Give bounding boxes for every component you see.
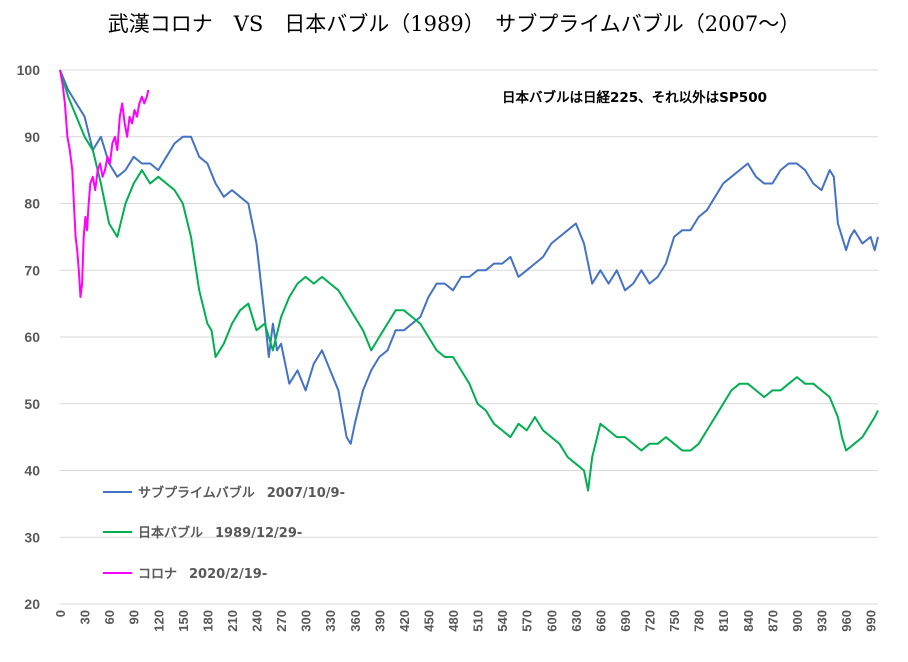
x-tick-label: 810 xyxy=(716,610,731,632)
legend-start-date: 2020/2/19- xyxy=(189,567,267,582)
x-tick-label: 120 xyxy=(151,610,166,632)
legend-entry-3: コロナ 2020/2/19- xyxy=(138,567,267,582)
x-tick: 840 xyxy=(741,610,756,632)
x-tick: 780 xyxy=(692,610,707,632)
x-tick: 120 xyxy=(151,610,166,632)
x-tick: 690 xyxy=(618,610,633,632)
x-tick-label: 300 xyxy=(299,610,314,632)
legend-series-name: サブプライムバブル xyxy=(138,485,255,501)
y-tick-label: 70 xyxy=(24,262,40,278)
x-tick-label: 540 xyxy=(495,610,510,632)
x-tick: 630 xyxy=(569,610,584,632)
x-tick: 480 xyxy=(446,610,461,632)
x-tick-label: 870 xyxy=(765,610,780,632)
x-tick: 30 xyxy=(78,610,93,624)
x-tick-label: 750 xyxy=(667,610,682,632)
x-tick: 540 xyxy=(495,610,510,632)
x-tick: 360 xyxy=(348,610,363,632)
x-tick: 600 xyxy=(544,610,559,632)
x-tick: 420 xyxy=(397,610,412,632)
x-tick: 300 xyxy=(299,610,314,632)
x-tick-label: 570 xyxy=(520,610,535,632)
y-tick-label: 20 xyxy=(24,596,40,612)
x-tick-label: 930 xyxy=(815,610,830,632)
x-tick: 930 xyxy=(815,610,830,632)
x-tick: 990 xyxy=(864,610,879,632)
x-tick-label: 90 xyxy=(127,610,142,624)
legend-start-date: 1989/12/29- xyxy=(215,526,302,541)
legend-start-date: 2007/10/9- xyxy=(267,486,345,501)
y-tick-label: 30 xyxy=(24,529,40,545)
x-tick: 210 xyxy=(225,610,240,632)
x-tick-label: 0 xyxy=(53,610,68,617)
x-tick-label: 630 xyxy=(569,610,584,632)
x-tick: 240 xyxy=(250,610,265,632)
x-tick: 510 xyxy=(471,610,486,632)
x-tick-label: 960 xyxy=(839,610,854,632)
chart-title: 武漢コロナ VS 日本バブル（1989） サブプライムバブル（2007～） xyxy=(108,12,801,36)
x-tick-label: 360 xyxy=(348,610,363,632)
x-tick-label: 480 xyxy=(446,610,461,632)
y-tick-label: 80 xyxy=(24,196,40,212)
x-tick-label: 450 xyxy=(421,610,436,632)
legend-entry-1: サブプライムバブル 2007/10/9- xyxy=(138,485,345,501)
plot-area xyxy=(59,69,879,492)
y-tick-label: 90 xyxy=(24,129,40,145)
x-tick-label: 180 xyxy=(200,610,215,632)
x-tick-label: 60 xyxy=(102,610,117,624)
x-tick-label: 720 xyxy=(643,610,658,632)
x-tick: 150 xyxy=(176,610,191,632)
x-tick-label: 690 xyxy=(618,610,633,632)
x-tick: 720 xyxy=(643,610,658,632)
x-tick-label: 510 xyxy=(471,610,486,632)
x-tick-label: 150 xyxy=(176,610,191,632)
x-tick: 60 xyxy=(102,610,117,624)
x-tick: 960 xyxy=(839,610,854,632)
y-axis: 20 30 40 50 60 70 80 90 100 xyxy=(17,62,41,612)
x-tick-label: 420 xyxy=(397,610,412,632)
legend-entry-2: 日本バブル 1989/12/29- xyxy=(138,525,302,541)
legend-series-name: 日本バブル xyxy=(138,525,203,541)
x-tick-label: 240 xyxy=(250,610,265,632)
x-tick: 450 xyxy=(421,610,436,632)
x-tick-label: 900 xyxy=(790,610,805,632)
x-tick: 390 xyxy=(372,610,387,632)
x-tick-label: 30 xyxy=(78,610,93,624)
grid-lines xyxy=(60,69,878,605)
x-tick-label: 330 xyxy=(323,610,338,632)
x-tick-label: 780 xyxy=(692,610,707,632)
x-tick: 330 xyxy=(323,610,338,632)
y-tick-label: 50 xyxy=(24,396,40,412)
x-tick: 0 xyxy=(53,610,68,617)
x-tick-label: 600 xyxy=(544,610,559,632)
legend-series-name: コロナ xyxy=(138,567,177,582)
x-tick: 180 xyxy=(200,610,215,632)
series-line-3 xyxy=(59,69,150,298)
series-line-2 xyxy=(59,69,879,492)
series-line-1 xyxy=(59,69,879,445)
x-tick: 270 xyxy=(274,610,289,632)
x-tick: 90 xyxy=(127,610,142,624)
index-note: 日本バブルは日経225、それ以外はSP500 xyxy=(502,89,767,106)
x-tick: 660 xyxy=(593,610,608,632)
x-axis: 0 30 60 90 120 150 180 210 240 270 300 330 360 390 420… xyxy=(53,610,879,632)
x-tick-label: 390 xyxy=(372,610,387,632)
legend: サブプライムバブル 2007/10/9- 日本バブル 1989/12/29- コロナ 20… xyxy=(103,485,345,582)
y-tick-label: 60 xyxy=(24,329,40,345)
x-tick-label: 270 xyxy=(274,610,289,632)
x-tick: 870 xyxy=(765,610,780,632)
x-tick: 750 xyxy=(667,610,682,632)
x-tick: 810 xyxy=(716,610,731,632)
x-tick-label: 840 xyxy=(741,610,756,632)
x-tick-label: 660 xyxy=(593,610,608,632)
x-tick: 900 xyxy=(790,610,805,632)
y-tick-label: 40 xyxy=(24,463,40,479)
x-tick-label: 990 xyxy=(864,610,879,632)
x-tick-label: 210 xyxy=(225,610,240,632)
y-tick-label: 100 xyxy=(17,62,41,78)
x-tick: 570 xyxy=(520,610,535,632)
